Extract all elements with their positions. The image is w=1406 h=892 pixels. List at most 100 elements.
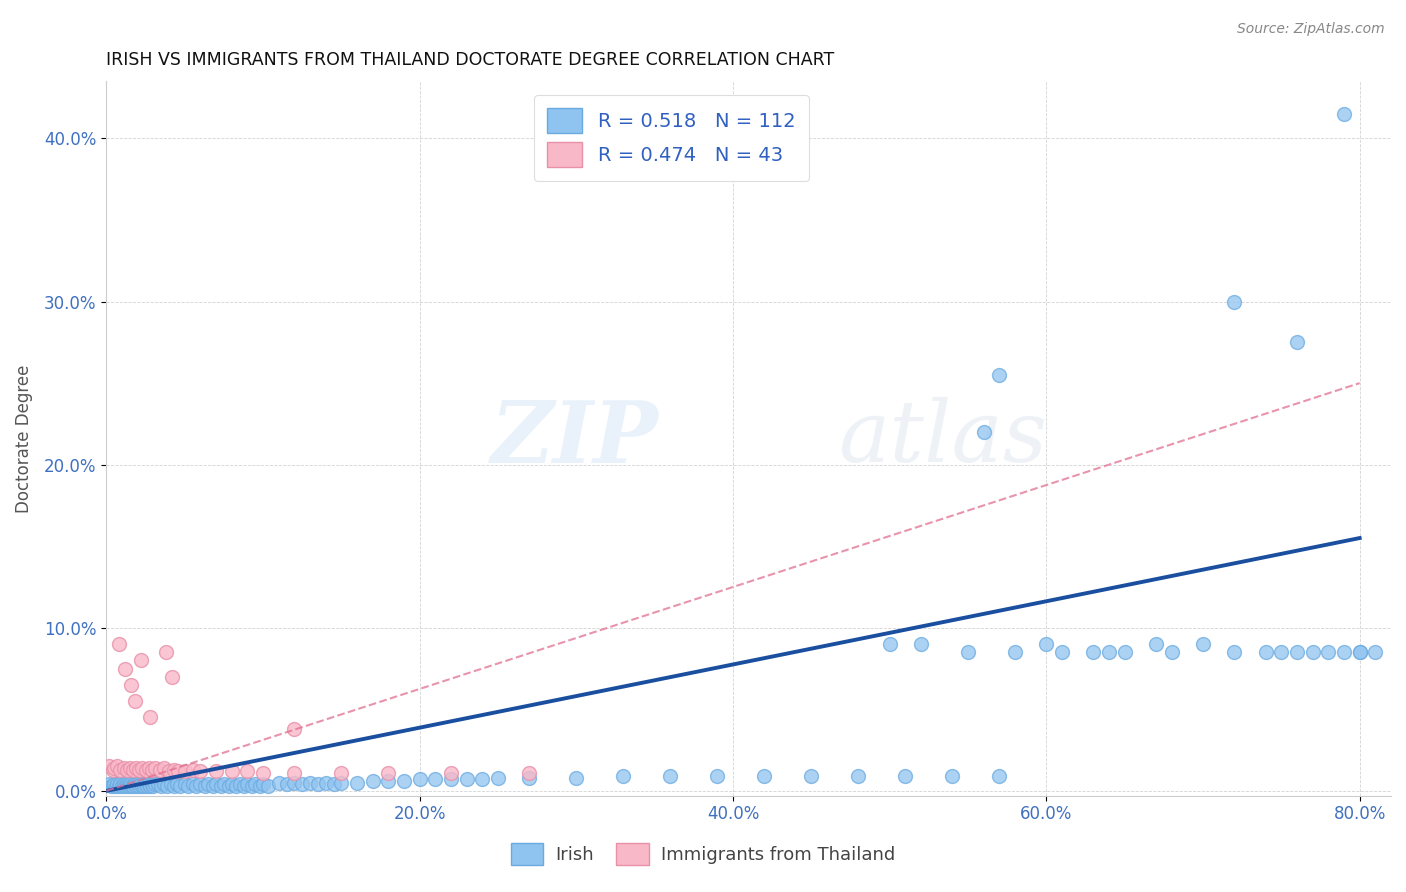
Point [98,777,121,791]
Point [138,761,160,775]
Point [149,763,172,777]
Point [105,777,128,791]
Point [1364,645,1386,659]
Point [157,764,180,779]
Point [1050,645,1073,659]
Point [139,710,162,724]
Point [1114,645,1136,659]
Point [565,771,588,785]
Point [163,763,186,777]
Point [101,763,124,777]
Point [456,772,478,787]
Point [1333,645,1355,659]
Text: ZIP: ZIP [491,397,659,480]
Point [252,766,274,780]
Point [142,779,165,793]
Point [134,777,156,791]
Point [129,653,152,667]
Point [283,722,305,736]
Point [377,774,399,789]
Point [988,368,1011,382]
Point [181,763,204,777]
Point [212,777,235,791]
Point [233,779,256,793]
Point [517,771,540,785]
Point [240,779,263,793]
Point [1144,637,1167,651]
Point [988,769,1011,783]
Point [330,766,353,780]
Point [659,769,682,783]
Point [291,777,314,791]
Point [124,694,146,708]
Point [132,779,155,793]
Point [1317,645,1340,659]
Point [973,425,995,439]
Point [110,763,132,777]
Point [346,775,368,789]
Point [139,779,162,793]
Point [100,779,122,793]
Point [122,763,145,777]
Point [134,763,156,777]
Point [115,777,138,791]
Point [228,777,250,791]
Point [486,771,509,785]
Point [440,772,463,787]
Point [706,769,728,783]
Point [155,645,177,659]
Point [298,775,321,789]
Point [173,764,195,779]
Point [125,779,148,793]
Point [131,779,153,793]
Point [108,779,131,793]
Point [141,777,163,791]
Point [127,777,149,791]
Point [143,777,166,791]
Point [1035,637,1057,651]
Point [283,775,305,789]
Point [377,766,399,780]
Point [236,764,259,779]
Point [128,763,150,777]
Point [205,777,228,791]
Point [879,637,901,651]
Point [1285,645,1308,659]
Point [1004,645,1026,659]
Point [221,777,243,791]
Point [114,779,136,793]
Point [163,779,186,793]
Point [307,777,329,791]
Point [112,761,135,775]
Point [167,764,190,779]
Legend: R = 0.518   N = 112, R = 0.474   N = 43: R = 0.518 N = 112, R = 0.474 N = 43 [534,95,810,180]
Point [166,777,188,791]
Point [361,774,384,789]
Point [136,779,159,793]
Point [153,777,176,791]
Point [101,779,124,793]
Point [209,779,232,793]
Point [129,777,152,791]
Point [1160,645,1182,659]
Point [1302,645,1324,659]
Point [1270,645,1292,659]
Point [440,766,463,780]
Legend: Irish, Immigrants from Thailand: Irish, Immigrants from Thailand [503,836,903,872]
Point [1333,107,1355,121]
Point [846,769,869,783]
Point [112,777,135,791]
Text: IRISH VS IMMIGRANTS FROM THAILAND DOCTORATE DEGREE CORRELATION CHART: IRISH VS IMMIGRANTS FROM THAILAND DOCTOR… [107,51,835,69]
Point [330,775,353,789]
Point [120,779,142,793]
Point [243,777,266,791]
Point [612,769,634,783]
Point [122,779,145,793]
Point [103,761,125,775]
Point [1083,645,1105,659]
Point [118,777,141,791]
Point [124,777,146,791]
Point [115,763,138,777]
Point [910,637,932,651]
Point [754,769,776,783]
